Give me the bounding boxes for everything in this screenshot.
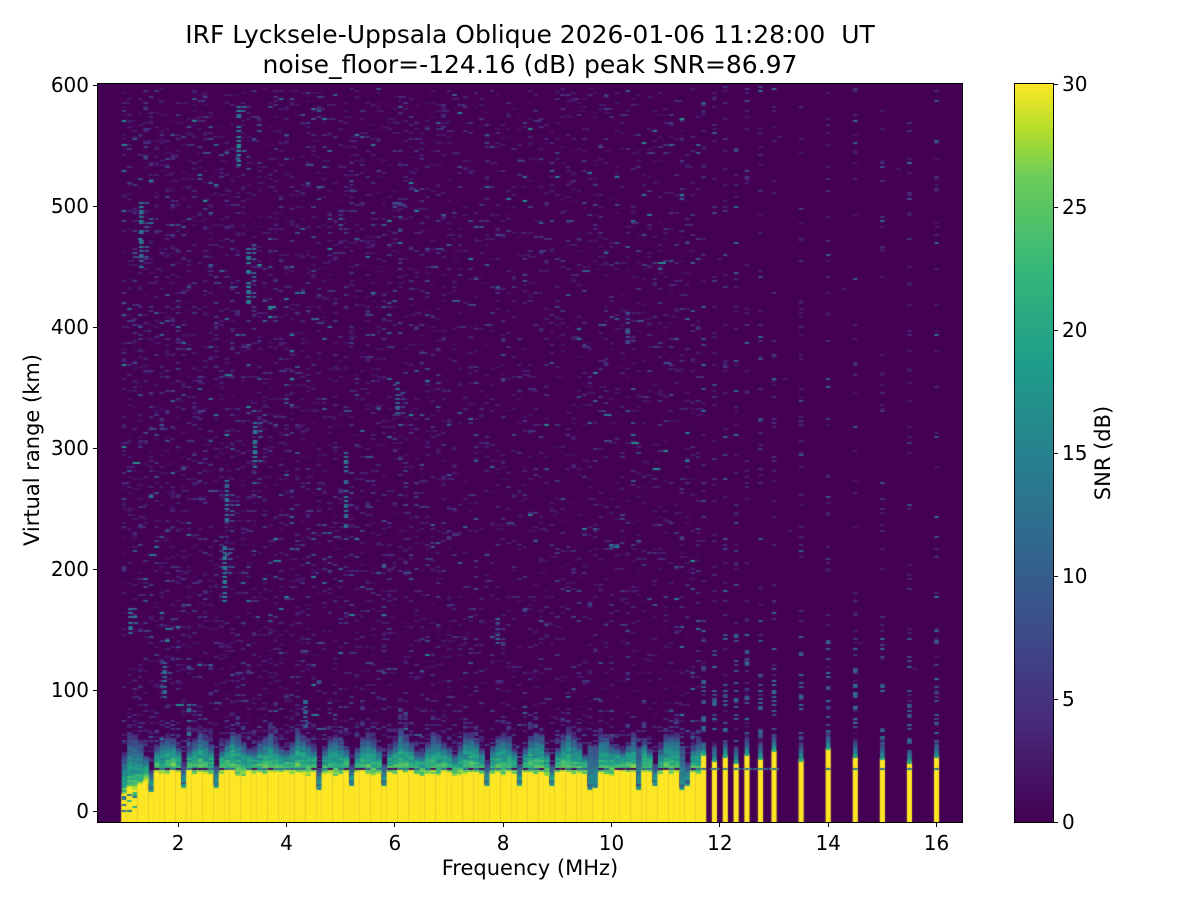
y-tick-label: 300 [50,436,89,461]
colorbar-tick-mark [1054,821,1058,823]
x-tick-mark [827,823,829,827]
x-tick-mark [611,823,613,827]
colorbar-tick-label: 30 [1062,72,1088,96]
colorbar-tick-label: 10 [1062,564,1088,588]
x-tick-label: 8 [496,831,510,855]
x-tick-label: 10 [598,831,625,855]
x-tick-mark [177,823,179,827]
colorbar-tick-label: 5 [1062,687,1075,711]
colorbar-tick-label: 25 [1062,195,1088,219]
plot-frame [97,83,963,823]
x-tick-label: 4 [280,831,293,855]
x-tick-mark [394,823,396,827]
x-tick-label: 16 [923,831,950,855]
x-tick-mark [286,823,287,827]
colorbar-tick-mark [1054,206,1058,208]
y-tick-label: 100 [50,678,89,703]
colorbar-frame [1014,83,1054,823]
heatmap-canvas [98,84,962,822]
colorbar-tick-mark [1054,329,1058,331]
x-tick-mark [719,823,721,827]
colorbar-tick-mark [1054,698,1058,700]
colorbar-gradient-canvas [1015,84,1053,822]
colorbar-tick-mark [1054,83,1058,85]
y-tick-label: 500 [50,194,89,219]
y-tick-label: 600 [50,73,89,98]
x-tick-label: 6 [388,831,402,855]
chart-subtitle: noise_floor=-124.16 (dB) peak SNR=86.97 [262,50,798,79]
x-tick-label: 14 [815,831,841,855]
x-axis-label: Frequency (MHz) [441,856,619,880]
x-tick-label: 2 [171,831,185,855]
x-tick-label: 12 [707,831,733,855]
x-tick-mark [936,823,938,827]
colorbar-tick-mark [1054,452,1058,454]
colorbar-label: SNR (dB) [1091,405,1115,501]
x-tick-mark [502,823,504,827]
y-tick-label: 400 [50,315,89,340]
y-tick-label: 200 [50,557,89,582]
chart-title: IRF Lycksele-Uppsala Oblique 2026-01-06 … [185,20,875,49]
colorbar-tick-label: 0 [1062,810,1075,834]
colorbar-tick-mark [1054,575,1058,577]
colorbar-tick-label: 20 [1062,318,1088,342]
y-axis-label: Virtual range (km) [20,353,44,547]
y-tick-label: 0 [76,799,89,824]
